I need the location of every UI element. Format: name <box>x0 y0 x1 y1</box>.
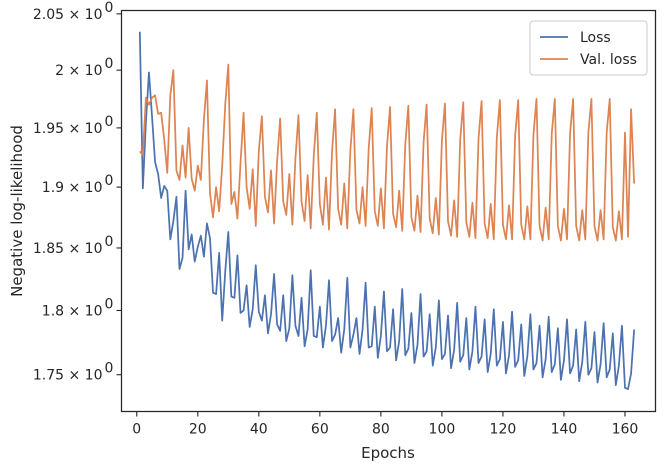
y-tick-label-exponent: 0 <box>105 296 114 312</box>
y-tick-label: 2 × 10 <box>55 63 102 79</box>
x-tick-label: 20 <box>189 422 207 438</box>
y-tick-label-exponent: 0 <box>105 0 114 16</box>
y-axis-label: Negative log-likelihood <box>8 125 26 297</box>
x-tick-label: 100 <box>429 422 456 438</box>
y-tick-label: 2.05 × 10 <box>33 7 103 23</box>
y-tick-label: 1.95 × 10 <box>33 121 103 137</box>
x-tick-label: 40 <box>250 422 268 438</box>
x-axis: 0 20 40 60 80 100 120 140 160 <box>132 411 639 438</box>
y-tick-label-exponent: 0 <box>105 173 114 189</box>
y-tick-label-exponent: 0 <box>105 114 114 130</box>
y-tick-label-exponent: 0 <box>105 361 114 377</box>
y-tick-label: 1.85 × 10 <box>33 241 103 257</box>
series-line-loss <box>138 31 636 390</box>
legend-box <box>529 20 648 76</box>
x-tick-label: 80 <box>372 422 390 438</box>
y-tick-label: 1.75 × 10 <box>33 368 103 384</box>
x-tick-label: 160 <box>612 422 639 438</box>
y-tick-label-exponent: 0 <box>105 56 114 72</box>
x-tick-label: 60 <box>311 422 329 438</box>
y-axis: 1.75 × 10 01.8 × 10 01.85 × 10 01.9 × 10 01.… <box>33 0 122 384</box>
x-tick-label: 140 <box>551 422 578 438</box>
y-tick-label: 1.8 × 10 <box>42 303 103 319</box>
legend-label-loss: Loss <box>580 30 611 46</box>
x-tick-label: 120 <box>490 422 517 438</box>
y-tick-label-exponent: 0 <box>105 234 114 250</box>
series-layer <box>138 31 636 390</box>
series-line-val-loss <box>139 63 636 242</box>
x-axis-label: Epochs <box>361 444 415 462</box>
plot-frame <box>120 9 657 413</box>
y-tick-label: 1.9 × 10 <box>42 180 103 196</box>
x-tick-label: 0 <box>132 422 141 438</box>
legend-label-val-loss: Val. loss <box>580 52 637 68</box>
legend: Loss Val. loss <box>529 20 648 76</box>
